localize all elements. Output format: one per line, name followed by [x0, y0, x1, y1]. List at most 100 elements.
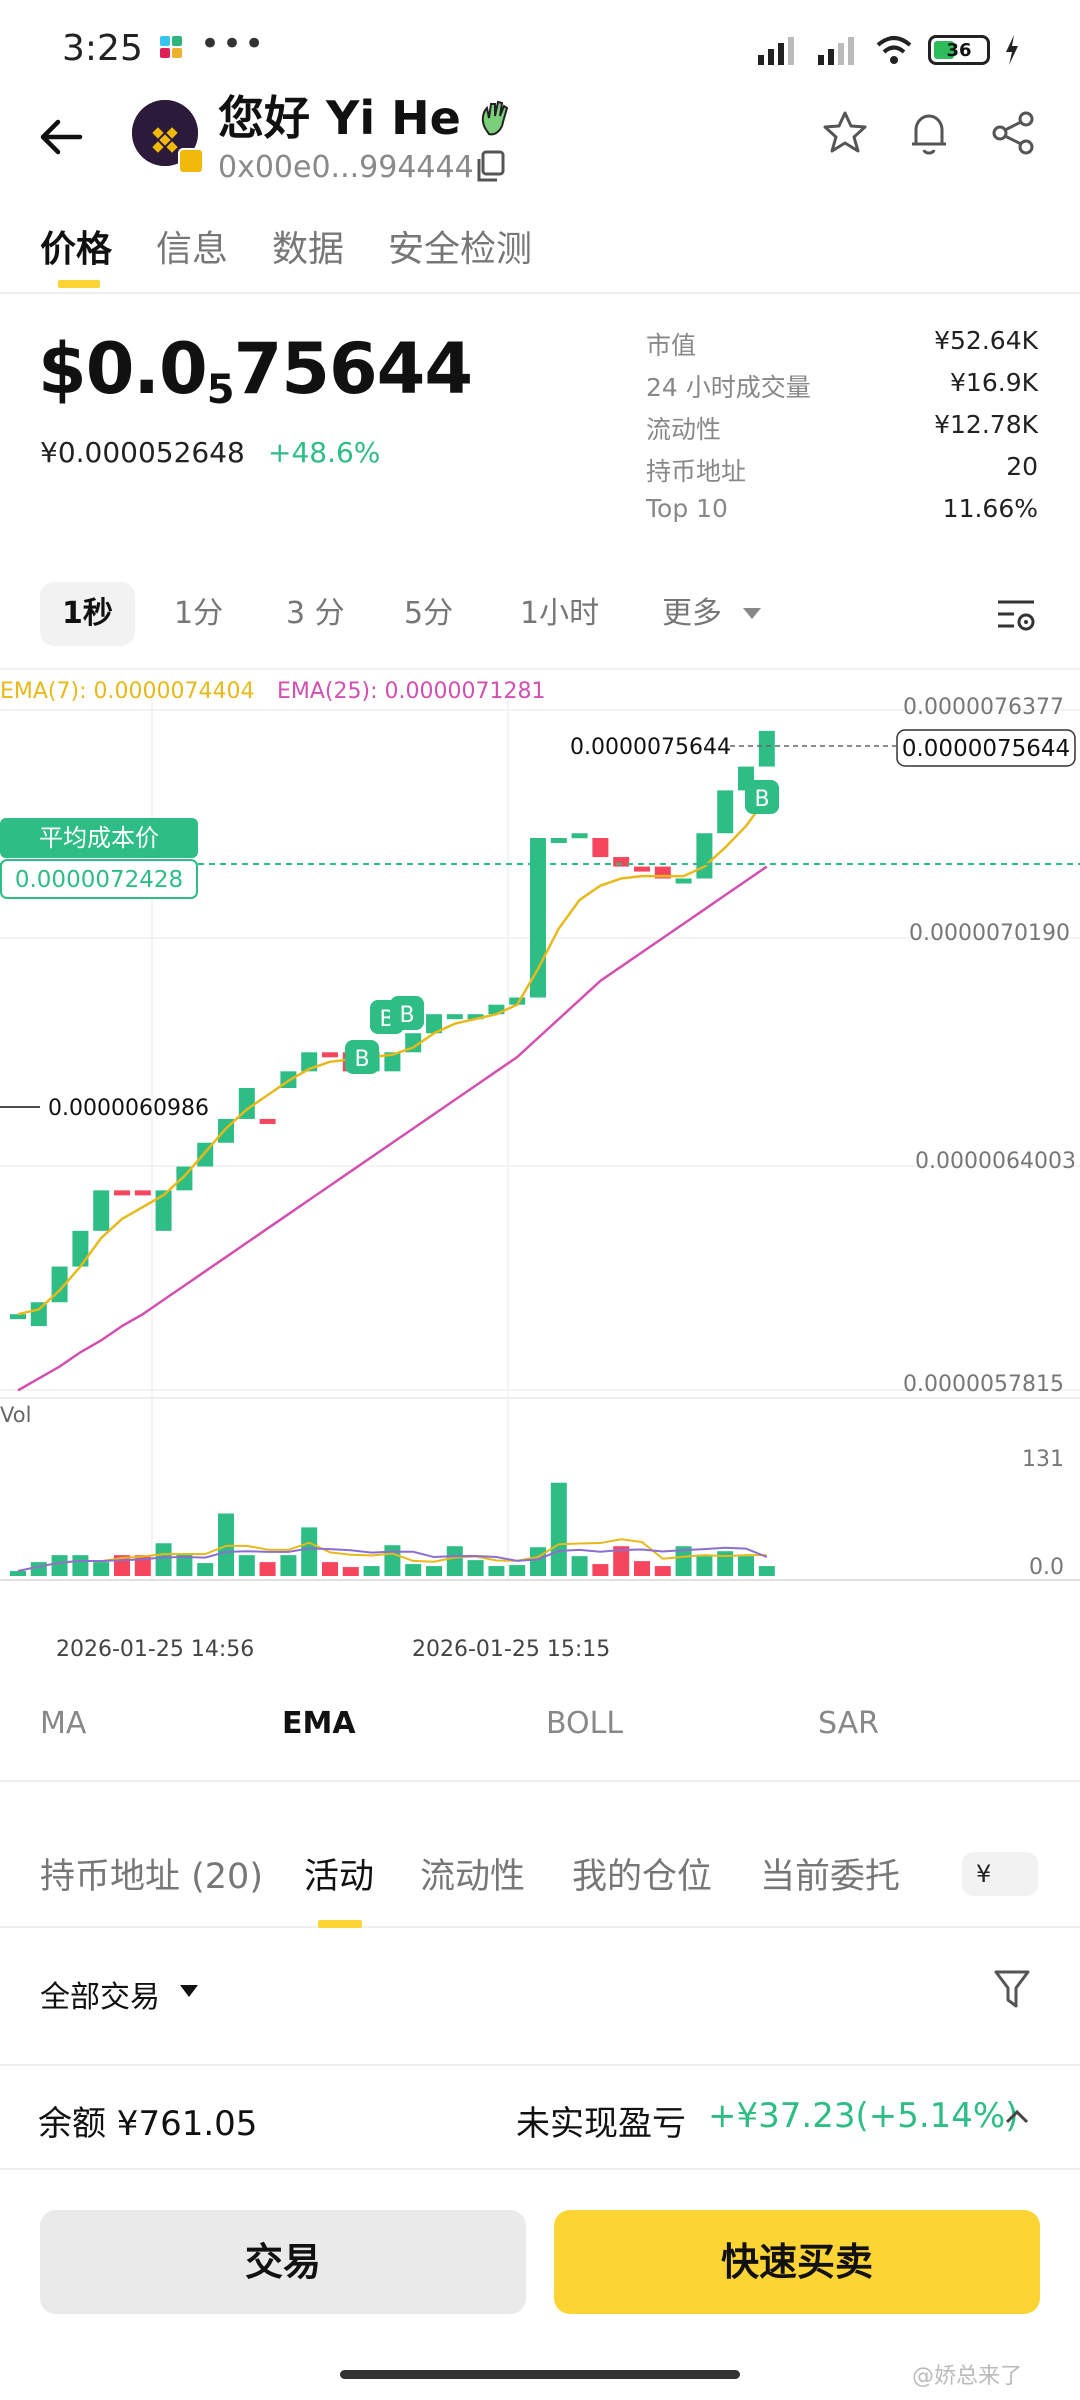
- tab-activity[interactable]: 活动: [304, 1857, 375, 1897]
- stat-market-cap: 市值 ¥52.64K: [646, 326, 1038, 360]
- price-chart[interactable]: EMA(7): 0.0000074404 EMA(25): 0.00000712…: [0, 668, 1080, 1668]
- candle: [405, 1033, 422, 1053]
- signal-2-icon: [818, 37, 854, 65]
- ema25-label: EMA(25): 0.0000071281: [277, 679, 545, 704]
- stat-liquidity: 流动性 ¥12.78K: [646, 410, 1038, 444]
- candle: [634, 866, 650, 872]
- ind-ema[interactable]: EMA: [282, 1706, 356, 1741]
- volume-bar: [93, 1562, 110, 1576]
- candle: [114, 1190, 130, 1196]
- wave-hand-icon: [481, 100, 508, 136]
- volume-bar: [717, 1551, 734, 1576]
- tab-liquidity[interactable]: 流动性: [420, 1857, 526, 1897]
- candle: [530, 838, 546, 998]
- tf-more[interactable]: 更多: [662, 596, 722, 631]
- volume-bar: [322, 1562, 338, 1576]
- candle: [758, 730, 775, 767]
- chart-settings-icon[interactable]: [996, 596, 1038, 636]
- volume-bar: [176, 1554, 193, 1576]
- volume-bar: [592, 1564, 609, 1576]
- tab-indicator: [58, 280, 100, 288]
- volume-bar: [467, 1560, 484, 1576]
- chevron-up-icon[interactable]: [1004, 2104, 1030, 2130]
- trade-filter[interactable]: 全部交易: [40, 1980, 160, 2015]
- quick-trade-button[interactable]: 快速买卖: [554, 2210, 1040, 2314]
- tab-price[interactable]: 价格: [40, 229, 113, 270]
- candle: [488, 1004, 505, 1015]
- candle: [613, 857, 630, 867]
- avg-cost-title: 平均成本价: [39, 824, 159, 852]
- high-label: 0.0000075644: [570, 735, 731, 760]
- y-label-4: 0.0000057815: [903, 1372, 1064, 1397]
- volume-bar: [675, 1546, 692, 1576]
- token-avatar: [132, 100, 198, 166]
- ema25-line: [17, 865, 768, 1392]
- candle: [72, 1230, 89, 1267]
- tf-3m[interactable]: 3 分: [286, 596, 345, 631]
- ema7-line: [17, 796, 768, 1316]
- tab-data[interactable]: 数据: [272, 229, 345, 270]
- tf-1s[interactable]: 1秒: [40, 582, 135, 646]
- candle: [717, 790, 734, 834]
- filter-caret-icon[interactable]: [180, 1985, 198, 1997]
- volume-bar: [571, 1556, 588, 1576]
- volume-bar: [613, 1546, 630, 1576]
- timeframe-bar: 1秒 1分 3 分 5分 1小时 更多: [0, 582, 1080, 652]
- tf-1h[interactable]: 1小时: [520, 596, 600, 631]
- currency-toggle[interactable]: ¥: [962, 1852, 1038, 1896]
- status-bar: 3:25 ••• 36: [0, 0, 1080, 95]
- volume-bar: [696, 1556, 713, 1576]
- tab-holders[interactable]: 持币地址 (20): [40, 1857, 263, 1897]
- tf-1m[interactable]: 1分: [174, 596, 224, 631]
- volume-bar: [197, 1563, 214, 1576]
- activity-tabs: 持币地址 (20) 活动 流动性 我的仓位 当前委托: [0, 1848, 1080, 1928]
- chain-badge-icon: [178, 148, 204, 174]
- star-icon[interactable]: [820, 108, 870, 158]
- binance-logo-icon: [132, 100, 198, 166]
- candle: [571, 833, 588, 839]
- y-label-2: 0.0000070190: [909, 921, 1070, 946]
- stat-24h-volume: 24 小时成交量 ¥16.9K: [646, 368, 1038, 402]
- vol-max-label: 131: [1022, 1447, 1064, 1472]
- vol-min-label: 0.0: [1029, 1555, 1064, 1580]
- tab-info[interactable]: 信息: [156, 229, 229, 270]
- candle: [384, 1052, 401, 1072]
- indicator-tabs: MA EMA BOLL SAR: [0, 1706, 1080, 1782]
- chart-grid: [0, 700, 1080, 1580]
- home-indicator[interactable]: [340, 2370, 740, 2379]
- candle: [93, 1190, 110, 1231]
- market-stats: 市值 ¥52.64K 24 小时成交量 ¥16.9K 流动性 ¥12.78K 持币地址…: [646, 326, 1038, 536]
- volume-bar: [155, 1543, 172, 1576]
- last-price-tag: [896, 729, 1076, 767]
- candle: [134, 1190, 151, 1196]
- volume-bars: [10, 1482, 775, 1576]
- tab-my-position[interactable]: 我的仓位: [572, 1857, 713, 1897]
- volume-bar: [405, 1564, 422, 1576]
- tf-5m[interactable]: 5分: [404, 596, 454, 631]
- ind-boll[interactable]: BOLL: [546, 1706, 624, 1741]
- copy-icon[interactable]: [473, 150, 507, 184]
- charging-icon: [1006, 35, 1018, 65]
- unrealized-pnl-value: +¥37.23(+5.14%): [708, 2096, 1019, 2136]
- volume-bar: [10, 1571, 26, 1576]
- balance: 余额 ¥761.05: [38, 2104, 258, 2144]
- tab-security[interactable]: 安全检测: [388, 229, 533, 270]
- tab-open-orders[interactable]: 当前委托: [760, 1857, 901, 1897]
- candle: [550, 838, 567, 844]
- funnel-icon[interactable]: [992, 1968, 1032, 2012]
- candle: [675, 878, 692, 884]
- ind-sar[interactable]: SAR: [818, 1706, 879, 1741]
- back-arrow-icon[interactable]: [36, 112, 86, 162]
- volume-bar: [530, 1547, 546, 1576]
- vol-label: Vol: [0, 1403, 31, 1427]
- bell-icon[interactable]: [904, 108, 954, 158]
- share-icon[interactable]: [988, 108, 1038, 158]
- stat-top10: Top 10 11.66%: [646, 494, 1038, 523]
- trade-button[interactable]: 交易: [40, 2210, 526, 2314]
- candle: [10, 1314, 26, 1320]
- watermark: @娇总来了: [912, 2364, 1023, 2389]
- x-label-1: 2026-01-25 14:56: [56, 1637, 254, 1662]
- ind-ma[interactable]: MA: [40, 1706, 87, 1741]
- candle: [592, 838, 609, 858]
- volume-bar: [259, 1562, 276, 1576]
